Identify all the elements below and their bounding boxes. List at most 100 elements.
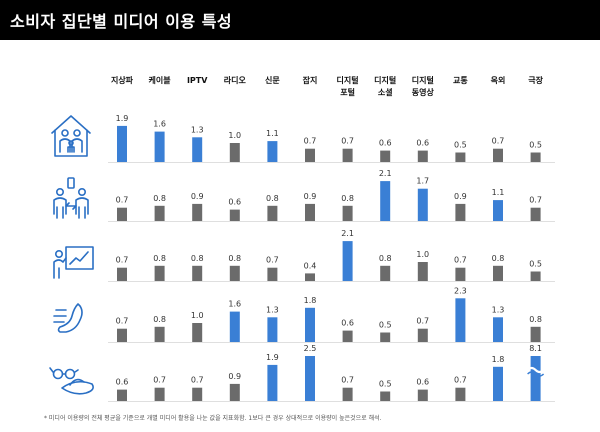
- presenter-board-icon: [53, 246, 94, 279]
- bar: [455, 203, 466, 221]
- data-label: 0.6: [416, 139, 429, 148]
- bar: [417, 262, 428, 281]
- bar: [154, 265, 165, 281]
- data-label: 0.7: [116, 256, 129, 265]
- header-bar: 소비자 집단별 미디어 이용 특성: [0, 0, 600, 40]
- data-label: 0.5: [379, 380, 392, 389]
- data-label: 1.0: [416, 250, 429, 259]
- data-label: 0.7: [266, 256, 279, 265]
- data-label: 0.8: [153, 194, 166, 203]
- bar: [342, 241, 353, 281]
- data-label: 0.8: [153, 315, 166, 324]
- data-label: 0.7: [454, 256, 467, 265]
- category-label: 디지털: [412, 75, 434, 85]
- bar: [380, 265, 391, 281]
- category-label: 포털: [340, 87, 355, 97]
- data-label: 0.7: [416, 317, 429, 326]
- data-label: 2.1: [341, 229, 354, 238]
- category-label: IPTV: [187, 76, 208, 85]
- footnote: * 미디어 이용량의 전체 평균을 기준으로 개별 미디어 활용을 나눈 값을 …: [44, 415, 382, 422]
- bar: [192, 137, 203, 162]
- data-label: 0.7: [341, 376, 354, 385]
- bar: [342, 205, 353, 221]
- category-label: 디지털: [374, 75, 396, 85]
- data-label: 0.6: [416, 378, 429, 387]
- data-label: 1.6: [153, 120, 166, 129]
- data-label: 0.6: [116, 378, 129, 387]
- bar: [117, 267, 127, 281]
- bar: [229, 311, 240, 342]
- family-house-icon: [51, 115, 91, 157]
- bar: [455, 267, 466, 281]
- bar: [417, 150, 428, 162]
- bar: [229, 383, 240, 401]
- category-label: 라디오: [224, 75, 247, 85]
- data-label: 0.5: [529, 260, 542, 269]
- bar: [380, 181, 391, 221]
- bar: [493, 148, 503, 162]
- bar: [267, 141, 278, 162]
- bar: [455, 152, 466, 162]
- data-label: 2.3: [454, 286, 467, 295]
- data-label: 0.8: [153, 254, 166, 263]
- data-label: 1.9: [116, 114, 129, 123]
- bar: [342, 330, 353, 342]
- bar: [530, 271, 541, 281]
- page-title: 소비자 집단별 미디어 이용 특성: [10, 12, 233, 31]
- data-label: 1.1: [266, 129, 279, 138]
- data-label: 2.1: [379, 169, 392, 178]
- bar: [530, 326, 541, 342]
- bar: [530, 152, 541, 162]
- category-label: 케이블: [149, 75, 172, 85]
- data-label: 0.9: [228, 372, 241, 381]
- data-label: 1.1: [492, 188, 505, 197]
- bar: [380, 150, 391, 162]
- bar-break-mark: [527, 371, 545, 377]
- bar: [267, 205, 278, 221]
- data-label: 0.7: [341, 137, 354, 146]
- bar: [192, 387, 203, 401]
- data-label: 0.9: [304, 192, 317, 201]
- bar: [493, 317, 503, 342]
- category-label: 신문: [265, 75, 280, 85]
- bar: [229, 265, 240, 281]
- bar: [305, 273, 315, 281]
- data-label: 0.8: [191, 254, 204, 263]
- bar: [267, 267, 278, 281]
- bar: [380, 332, 391, 342]
- data-label: 0.9: [191, 192, 204, 201]
- bar: [192, 323, 203, 342]
- bar: [267, 364, 278, 401]
- bar: [530, 356, 541, 401]
- bar: [192, 203, 203, 221]
- bar: [154, 387, 165, 401]
- data-label: 1.3: [492, 305, 505, 314]
- data-label: 0.7: [153, 376, 166, 385]
- bar: [493, 265, 503, 281]
- bar: [530, 207, 541, 221]
- data-label: 0.7: [191, 376, 204, 385]
- category-label: 교통: [453, 75, 468, 85]
- data-label: 0.8: [379, 254, 392, 263]
- data-label: 0.8: [228, 254, 241, 263]
- data-label: 0.7: [529, 196, 542, 205]
- bar: [229, 143, 240, 162]
- data-label: 0.7: [454, 376, 467, 385]
- data-label: 0.6: [341, 319, 354, 328]
- bar: [117, 389, 127, 401]
- data-label: 0.8: [341, 194, 354, 203]
- data-label: 0.8: [266, 194, 279, 203]
- data-label: 0.5: [379, 321, 392, 330]
- data-label: 0.4: [304, 261, 317, 270]
- bar: [154, 131, 165, 162]
- data-label: 0.5: [454, 141, 467, 150]
- bar: [417, 328, 428, 342]
- bar: [117, 207, 127, 221]
- category-label: 옥외: [491, 75, 506, 85]
- data-label: 1.6: [228, 300, 241, 309]
- bar: [117, 328, 127, 342]
- data-label: 0.6: [379, 139, 392, 148]
- bar: [342, 148, 353, 162]
- category-label: 극장: [528, 75, 543, 85]
